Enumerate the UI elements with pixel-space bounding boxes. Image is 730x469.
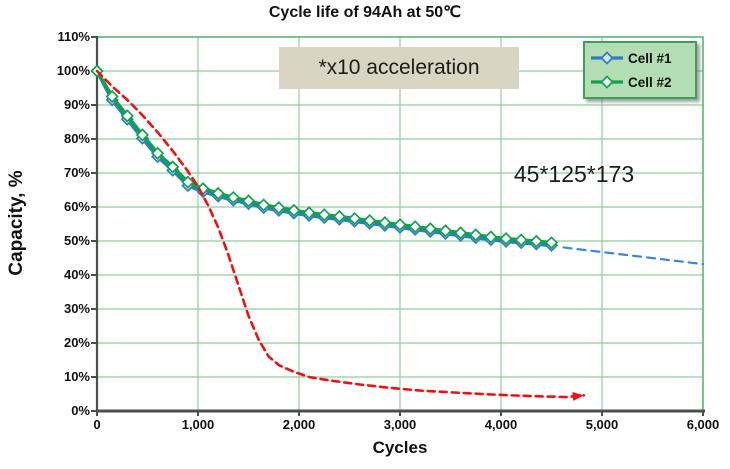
y-tick-label: 10% [63,369,90,384]
legend-marker-icon [591,51,623,65]
y-tick-label: 0% [71,403,90,418]
legend-label: Cell #1 [628,50,672,66]
legend: Cell #1 Cell #2 [583,41,697,99]
x-tick-label: 3,000 [383,417,417,432]
legend-label: Cell #2 [628,74,672,90]
x-axis-title: Cycles [372,438,428,457]
acceleration-note: *x10 acceleration [279,47,519,89]
y-tick-label: 50% [63,233,90,248]
y-tick-label: 30% [63,301,90,316]
y-tick-label: 90% [63,97,90,112]
y-tick-label: 70% [63,165,90,180]
y-tick-label: 100% [56,63,90,78]
x-tick-label: 1,000 [181,417,215,432]
y-tick-label: 20% [63,335,90,350]
y-tick-label: 80% [63,131,90,146]
legend-item: Cell #2 [590,70,690,94]
y-tick-label: 60% [63,199,90,214]
x-tick-label: 2,000 [282,417,316,432]
x-tick-label: 6,000 [686,417,720,432]
x-tick-label: 0 [93,417,101,432]
cell-dimensions-note: 45*125*173 [513,161,635,187]
x-tick-label: 4,000 [484,417,518,432]
legend-marker-icon [591,75,623,89]
y-tick-label: 40% [63,267,90,282]
y-tick-label: 110% [57,29,90,44]
legend-item: Cell #1 [590,46,690,70]
x-tick-label: 5,000 [585,417,619,432]
chart-title: Cycle life of 94Ah at 50℃ [268,4,462,21]
y-axis-title: Capacity, % [6,170,27,276]
